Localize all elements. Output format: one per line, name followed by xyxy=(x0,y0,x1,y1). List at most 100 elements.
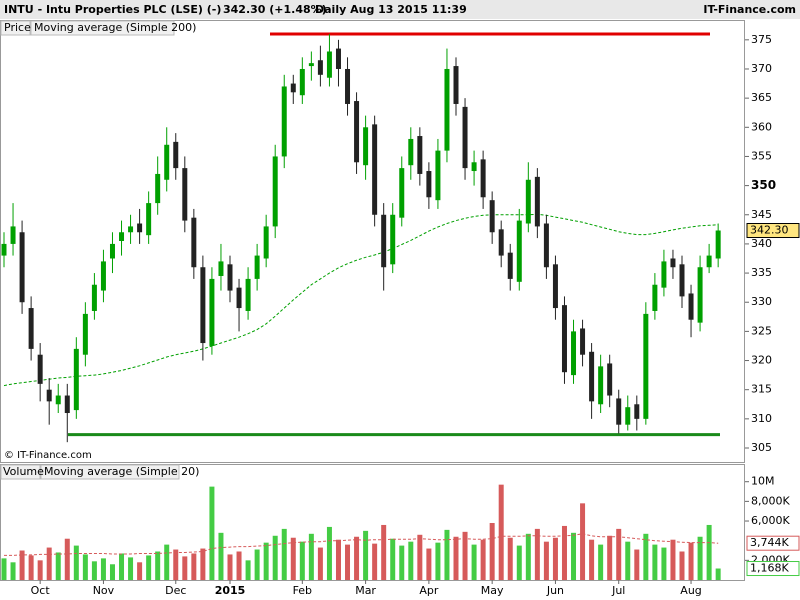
volume-bar xyxy=(516,545,522,580)
candle-body xyxy=(335,48,341,69)
volume-bar xyxy=(335,539,341,580)
brand: IT-Finance.com xyxy=(703,3,796,16)
candle-body xyxy=(100,261,106,291)
ma-last: 3,744K xyxy=(750,536,789,549)
candle-body xyxy=(55,395,61,405)
candle-body xyxy=(182,168,188,221)
volume-bar xyxy=(173,549,179,580)
volume-bar xyxy=(281,528,287,580)
x-tick-label: Jun xyxy=(546,584,564,597)
volume-bar xyxy=(82,554,88,580)
volume-bar xyxy=(652,544,658,580)
volume-bar xyxy=(661,547,667,580)
candle-body xyxy=(543,223,549,268)
volume-bar xyxy=(444,529,450,580)
candle-body xyxy=(679,264,685,297)
volume-bar xyxy=(155,551,161,580)
volume-bar xyxy=(326,526,332,580)
candle-body xyxy=(625,407,631,425)
candle-body xyxy=(109,243,115,259)
legend-box xyxy=(0,464,41,480)
x-tick-label: Oct xyxy=(31,584,51,597)
volume-bar xyxy=(598,544,604,580)
candle-body xyxy=(552,264,558,309)
volume-bar xyxy=(399,545,405,580)
candle-body xyxy=(507,252,513,279)
volume-bar xyxy=(236,551,242,580)
candle-body xyxy=(489,200,495,233)
y-tick-label: 335 xyxy=(751,266,772,279)
volume-bar xyxy=(146,555,152,580)
candle-body xyxy=(607,363,613,396)
copyright: © IT-Finance.com xyxy=(4,450,92,461)
volume-bar xyxy=(345,544,351,580)
volume-bar xyxy=(209,486,215,580)
volume-bar xyxy=(471,544,477,580)
volume-bar xyxy=(55,552,61,580)
candle-body xyxy=(426,171,432,198)
candle-body xyxy=(354,101,360,163)
volume-bar xyxy=(19,550,25,580)
candle-body xyxy=(164,144,170,180)
last-volume: 1,168K xyxy=(750,562,789,575)
volume-bar xyxy=(552,537,558,580)
candle-body xyxy=(227,264,233,291)
candle-body xyxy=(661,261,667,288)
candle-body xyxy=(498,229,504,256)
candle-body xyxy=(200,267,206,344)
volume-bar xyxy=(272,535,278,580)
volume-bar xyxy=(616,528,622,580)
legend-ma: Moving average (Simple 200) xyxy=(34,21,196,34)
y-tick-label: 340 xyxy=(751,237,772,250)
volume-bar xyxy=(119,553,125,580)
volume-bar xyxy=(308,533,314,580)
volume-bar xyxy=(37,560,43,580)
candle-body xyxy=(281,86,287,157)
legend-box xyxy=(30,20,175,36)
candle-body xyxy=(119,232,125,241)
candle-body xyxy=(706,255,712,268)
volume-bar xyxy=(137,562,143,580)
volume-bar xyxy=(128,557,134,580)
volume-bar xyxy=(164,544,170,580)
volume-bar xyxy=(670,539,676,580)
volume-bar xyxy=(453,536,459,580)
candle-body xyxy=(28,308,34,349)
volume-bar xyxy=(263,542,269,580)
ma-line xyxy=(3,213,719,387)
candle-body xyxy=(91,284,97,311)
volume-bar xyxy=(227,554,233,580)
x-tick-label: May xyxy=(481,584,504,597)
volume-bar xyxy=(390,538,396,580)
candle-body xyxy=(64,395,70,414)
candle-body xyxy=(516,220,522,282)
candle-body xyxy=(173,141,179,169)
volume-bar xyxy=(299,541,305,580)
candle-body xyxy=(10,226,16,244)
volume-bar xyxy=(182,556,188,580)
volume-bar xyxy=(191,553,197,580)
candle-body xyxy=(263,226,269,259)
volume-bar xyxy=(589,539,595,580)
y-tick-label: 320 xyxy=(751,354,772,367)
x-tick-label: Apr xyxy=(419,584,439,597)
candle-body xyxy=(218,261,224,276)
candle-body xyxy=(571,331,577,376)
change: 342.30 (+1.48%) xyxy=(223,3,327,16)
candle-body xyxy=(580,328,586,355)
volume-bar xyxy=(706,524,712,580)
x-tick-label: Feb xyxy=(293,584,312,597)
volume-bar xyxy=(435,542,441,580)
x-tick-label: Jul xyxy=(611,584,625,597)
symbol: INTU - Intu Properties PLC (LSE) (-) xyxy=(4,3,221,16)
y-tick-label: 345 xyxy=(751,208,772,221)
volume-bar xyxy=(625,541,631,580)
ma-last-box xyxy=(746,535,800,551)
candle-body xyxy=(254,255,260,279)
candle-body xyxy=(561,305,567,373)
x-tick-label: Nov xyxy=(93,584,115,597)
candle-body xyxy=(598,366,604,405)
volume-bar xyxy=(498,484,504,580)
y-tick-label: 365 xyxy=(751,91,772,104)
